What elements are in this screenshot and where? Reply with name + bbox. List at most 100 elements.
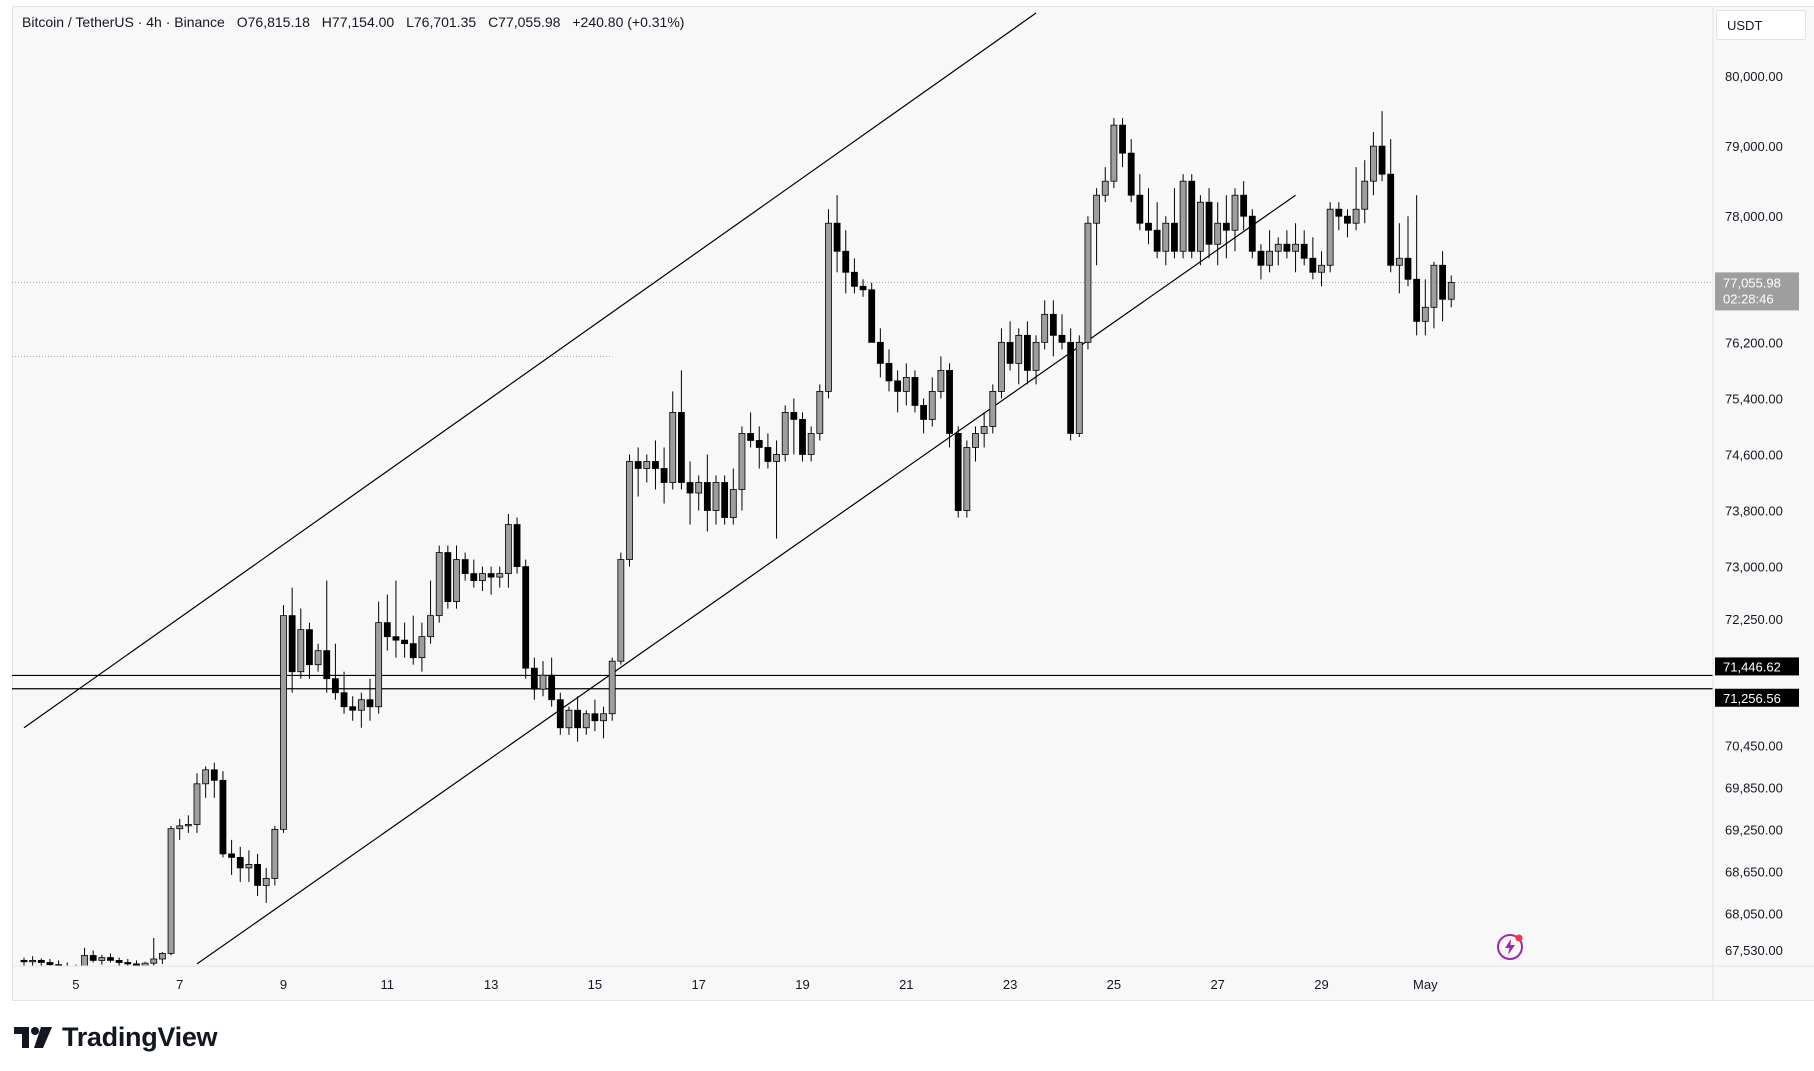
price-chart[interactable]: 80,000.00 79,000.00 78,000.00 76,200.00 75,4… bbox=[0, 0, 1814, 1010]
candle bbox=[176, 818, 184, 840]
chart-frame bbox=[12, 6, 1814, 1001]
price-tick-label: 68,650.00 bbox=[1725, 864, 1783, 879]
candle bbox=[487, 566, 495, 595]
candle bbox=[600, 706, 607, 739]
candle-body bbox=[1119, 124, 1126, 154]
candle-body bbox=[1344, 215, 1351, 224]
candle-body bbox=[418, 636, 426, 659]
candle bbox=[479, 566, 486, 592]
candle bbox=[954, 426, 962, 518]
price-tick-label: 67,530.00 bbox=[1725, 943, 1783, 958]
candle bbox=[392, 580, 400, 658]
candle-body bbox=[799, 419, 806, 455]
candle-body bbox=[894, 380, 902, 392]
candle bbox=[297, 608, 305, 679]
candle bbox=[1248, 209, 1256, 259]
candle-body bbox=[496, 573, 504, 578]
candle-body bbox=[427, 615, 434, 638]
candle bbox=[1067, 328, 1075, 441]
candle-body bbox=[1093, 194, 1100, 224]
candle bbox=[928, 377, 936, 427]
time-tick-label: 17 bbox=[691, 977, 705, 992]
candle bbox=[574, 696, 581, 742]
candle bbox=[461, 552, 469, 581]
candle-body bbox=[1378, 145, 1386, 175]
candle bbox=[453, 545, 460, 609]
candle bbox=[842, 230, 850, 294]
candle-body bbox=[695, 482, 703, 494]
price-tick-label: 73,800.00 bbox=[1725, 504, 1783, 519]
candle-body bbox=[306, 629, 313, 666]
candle-body bbox=[1032, 341, 1040, 371]
candle-body bbox=[184, 824, 192, 827]
candle bbox=[773, 440, 780, 539]
candle-body bbox=[876, 341, 884, 364]
candle-body bbox=[998, 341, 1005, 392]
candle bbox=[669, 391, 677, 490]
flash-icon[interactable] bbox=[1495, 932, 1525, 962]
candle-body bbox=[1387, 173, 1395, 266]
candle-body bbox=[392, 636, 400, 641]
candle-body bbox=[314, 650, 322, 666]
candle-body bbox=[435, 552, 443, 617]
candle bbox=[1430, 261, 1438, 329]
candle-body bbox=[1041, 313, 1049, 343]
candle-body bbox=[1075, 341, 1083, 434]
price-tick-label: 70,450.00 bbox=[1725, 738, 1783, 753]
candle bbox=[530, 657, 538, 700]
candle-body bbox=[401, 639, 409, 645]
candle-body bbox=[37, 959, 45, 963]
current-price-label: 77,055.98 bbox=[1723, 275, 1781, 290]
candle bbox=[1326, 202, 1334, 273]
time-tick-label: 25 bbox=[1107, 977, 1121, 992]
candle-body bbox=[1274, 243, 1282, 252]
candle bbox=[1387, 139, 1395, 273]
candle-body bbox=[453, 559, 460, 603]
channel-upper-trendline bbox=[23, 12, 1037, 729]
candle bbox=[496, 566, 504, 588]
candle-body bbox=[1101, 180, 1109, 196]
brand[interactable]: TradingView bbox=[14, 1022, 218, 1053]
candle bbox=[1413, 195, 1421, 336]
candle bbox=[980, 412, 988, 448]
candle-body bbox=[539, 674, 547, 690]
candle-body bbox=[245, 863, 253, 869]
candle bbox=[626, 454, 633, 567]
candle-body bbox=[1370, 145, 1377, 182]
candle bbox=[1292, 223, 1299, 273]
candle bbox=[115, 957, 123, 966]
candle-body bbox=[1188, 180, 1196, 252]
candle-body bbox=[1447, 281, 1455, 300]
currency-selector[interactable]: USDT bbox=[1716, 10, 1806, 40]
candle-body bbox=[678, 412, 685, 483]
candle-body bbox=[522, 566, 530, 669]
price-tick-label: 68,050.00 bbox=[1725, 906, 1783, 921]
candle-body bbox=[73, 967, 79, 968]
candle bbox=[1024, 321, 1031, 385]
candle bbox=[124, 958, 132, 966]
candle-body bbox=[1300, 243, 1308, 259]
legend-symbol[interactable]: Bitcoin / TetherUS · 4h · Binance bbox=[22, 14, 225, 30]
candle bbox=[747, 412, 754, 448]
candle bbox=[660, 447, 668, 504]
candle bbox=[167, 825, 175, 956]
candle bbox=[1101, 167, 1109, 203]
candle-body bbox=[1015, 334, 1023, 364]
candle bbox=[1309, 237, 1317, 280]
candle bbox=[314, 643, 322, 672]
candle bbox=[764, 433, 772, 469]
legend-low: L76,701.35 bbox=[406, 14, 477, 30]
candle-body bbox=[574, 709, 581, 729]
candle bbox=[375, 601, 383, 714]
candle-body bbox=[902, 376, 910, 392]
candle-body bbox=[1335, 208, 1343, 217]
candle bbox=[1352, 167, 1360, 231]
candle-body bbox=[1067, 341, 1075, 434]
candle bbox=[427, 580, 434, 644]
candle bbox=[608, 657, 616, 721]
candle-body bbox=[842, 250, 850, 273]
candle-body bbox=[807, 433, 815, 455]
candle-body bbox=[703, 482, 711, 511]
candle-body bbox=[323, 650, 331, 680]
candle bbox=[1447, 275, 1455, 308]
